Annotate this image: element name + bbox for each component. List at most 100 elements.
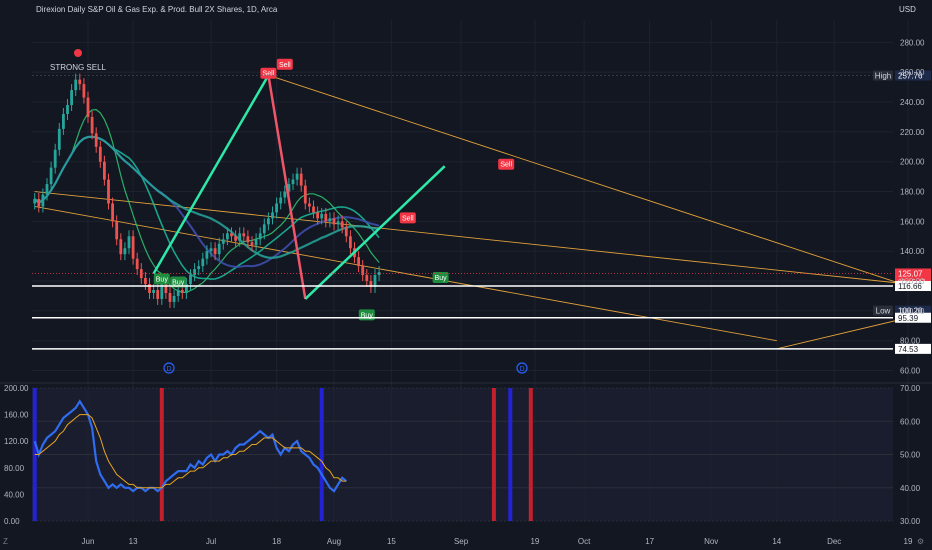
- candle-body[interactable]: [349, 236, 352, 249]
- candle-body[interactable]: [336, 221, 340, 225]
- candle-body[interactable]: [119, 239, 123, 255]
- candle-body[interactable]: [37, 199, 41, 207]
- oscillator-pane[interactable]: [32, 388, 533, 521]
- candle-body[interactable]: [62, 113, 65, 129]
- z-icon[interactable]: Z: [3, 537, 8, 546]
- sell-signal[interactable]: Sell: [498, 158, 515, 170]
- candle-body[interactable]: [180, 289, 184, 293]
- candle-body[interactable]: [185, 284, 188, 293]
- candle-body[interactable]: [254, 239, 258, 246]
- candle-body[interactable]: [283, 191, 287, 198]
- candle-body[interactable]: [172, 295, 176, 302]
- candle-body[interactable]: [234, 236, 237, 241]
- candle-body[interactable]: [111, 203, 114, 222]
- candle-body[interactable]: [168, 292, 172, 302]
- candle-body[interactable]: [57, 128, 61, 150]
- candle-body[interactable]: [246, 236, 250, 243]
- candle-body[interactable]: [287, 184, 291, 192]
- candle-body[interactable]: [316, 212, 319, 219]
- candle-body[interactable]: [78, 79, 82, 85]
- candle-body[interactable]: [152, 289, 155, 293]
- candle-body[interactable]: [139, 269, 143, 279]
- candle-body[interactable]: [258, 233, 262, 240]
- candle-body[interactable]: [365, 275, 369, 282]
- candle-body[interactable]: [115, 221, 119, 240]
- candle-body[interactable]: [299, 173, 303, 186]
- candle-body[interactable]: [262, 224, 266, 234]
- candle-body[interactable]: [291, 179, 295, 185]
- candle-body[interactable]: [324, 213, 328, 222]
- candle-body[interactable]: [369, 281, 373, 288]
- candle-body[interactable]: [193, 269, 196, 276]
- candle-body[interactable]: [320, 213, 324, 219]
- candle-body[interactable]: [267, 218, 270, 225]
- candle-body[interactable]: [238, 233, 242, 241]
- candle-body[interactable]: [189, 275, 192, 285]
- trendline[interactable]: [268, 74, 909, 287]
- candle-body[interactable]: [90, 116, 94, 134]
- candle-body[interactable]: [164, 284, 168, 293]
- candle-body[interactable]: [103, 161, 106, 180]
- candle-body[interactable]: [295, 173, 299, 180]
- candle-body[interactable]: [86, 97, 90, 117]
- candle-body[interactable]: [197, 266, 201, 270]
- buy-signal[interactable]: Buy: [170, 276, 187, 288]
- candle-body[interactable]: [144, 278, 147, 285]
- candle-body[interactable]: [74, 79, 78, 91]
- candle-body[interactable]: [312, 206, 315, 213]
- candle-body[interactable]: [303, 185, 307, 204]
- candle-body[interactable]: [226, 233, 229, 240]
- candle-body[interactable]: [135, 258, 139, 270]
- buy-signal[interactable]: Buy: [432, 272, 449, 284]
- candle-body[interactable]: [45, 184, 49, 195]
- sell-signal[interactable]: Sell: [260, 67, 277, 79]
- candle-body[interactable]: [377, 272, 381, 276]
- buy-signal[interactable]: Buy: [153, 273, 170, 285]
- candle-body[interactable]: [201, 258, 205, 267]
- candle-body[interactable]: [344, 227, 348, 237]
- candle-body[interactable]: [250, 242, 254, 246]
- candle-body[interactable]: [332, 218, 336, 225]
- candle-body[interactable]: [275, 203, 278, 213]
- dividend-marker[interactable]: [516, 362, 528, 374]
- candle-body[interactable]: [123, 248, 127, 255]
- sell-signal[interactable]: Sell: [399, 212, 416, 224]
- candle-body[interactable]: [94, 133, 98, 147]
- candle-body[interactable]: [242, 233, 246, 237]
- candle-body[interactable]: [176, 289, 180, 296]
- candle-body[interactable]: [49, 167, 53, 185]
- candle-body[interactable]: [308, 203, 311, 207]
- candle-body[interactable]: [328, 218, 332, 222]
- candle-body[interactable]: [148, 284, 151, 293]
- candle-body[interactable]: [340, 221, 344, 228]
- trendline[interactable]: [776, 317, 909, 350]
- candle-body[interactable]: [160, 284, 164, 299]
- candle-body[interactable]: [70, 90, 73, 106]
- gear-icon[interactable]: ⚙: [917, 537, 925, 546]
- candle-body[interactable]: [156, 289, 160, 299]
- candle-body[interactable]: [131, 236, 135, 259]
- candle-body[interactable]: [205, 251, 209, 259]
- candle-body[interactable]: [98, 146, 102, 162]
- candle-body[interactable]: [271, 212, 274, 219]
- dividend-marker[interactable]: [163, 362, 175, 374]
- candle-body[interactable]: [279, 197, 283, 204]
- buy-signal[interactable]: Buy: [358, 309, 375, 321]
- candle-body[interactable]: [217, 243, 221, 255]
- candle-body[interactable]: [209, 248, 213, 252]
- candle-body[interactable]: [107, 179, 110, 204]
- candle-body[interactable]: [361, 266, 365, 276]
- candle-body[interactable]: [373, 275, 377, 288]
- candle-body[interactable]: [230, 233, 233, 237]
- candle-body[interactable]: [82, 84, 86, 98]
- candle-body[interactable]: [221, 239, 225, 244]
- candle-body[interactable]: [127, 236, 131, 249]
- candle-body[interactable]: [33, 199, 37, 204]
- sell-signal[interactable]: Sell: [276, 58, 293, 70]
- candle-body[interactable]: [357, 257, 360, 267]
- candle-body[interactable]: [213, 248, 217, 255]
- candle-body[interactable]: [66, 105, 69, 114]
- candle-body[interactable]: [41, 194, 45, 207]
